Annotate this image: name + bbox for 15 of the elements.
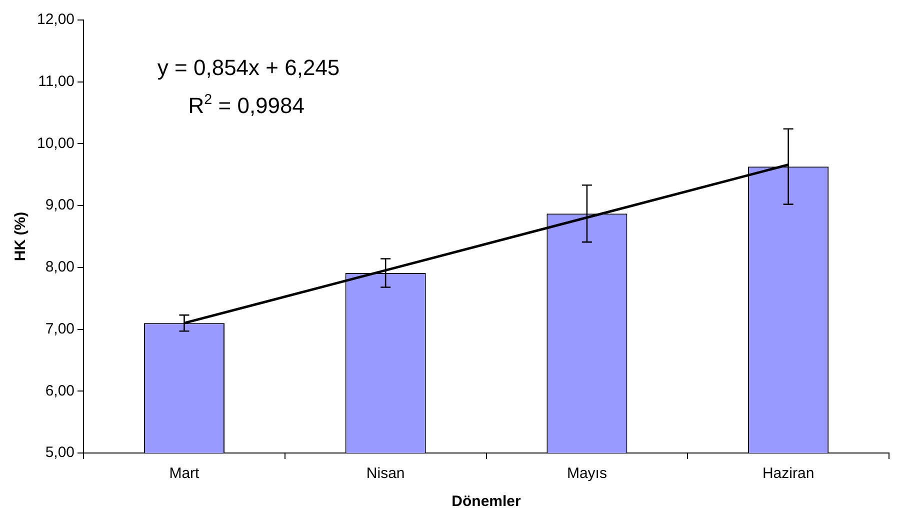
y-tick-label: 6,00 [45,382,75,400]
annotation: y = 0,854x + 6,245 [157,55,340,80]
x-axis-title: Dönemler [452,493,522,510]
x-tick-label: Mart [169,465,200,482]
y-tick-label: 7,00 [45,320,75,338]
y-tick-label: 11,00 [38,73,75,90]
x-tick-label: Mayıs [566,465,607,482]
x-tick-label: Nisan [366,465,405,482]
x-tick-label: Haziran [762,465,814,482]
y-tick-label: 8,00 [45,258,75,276]
y-tick-label: 9,00 [45,196,75,214]
y-tick-label: 5,00 [45,444,75,462]
y-axis-title: HK (%) [12,212,30,262]
y-tick-label: 12,00 [36,11,75,28]
y-tick-label: 10,00 [36,134,75,152]
